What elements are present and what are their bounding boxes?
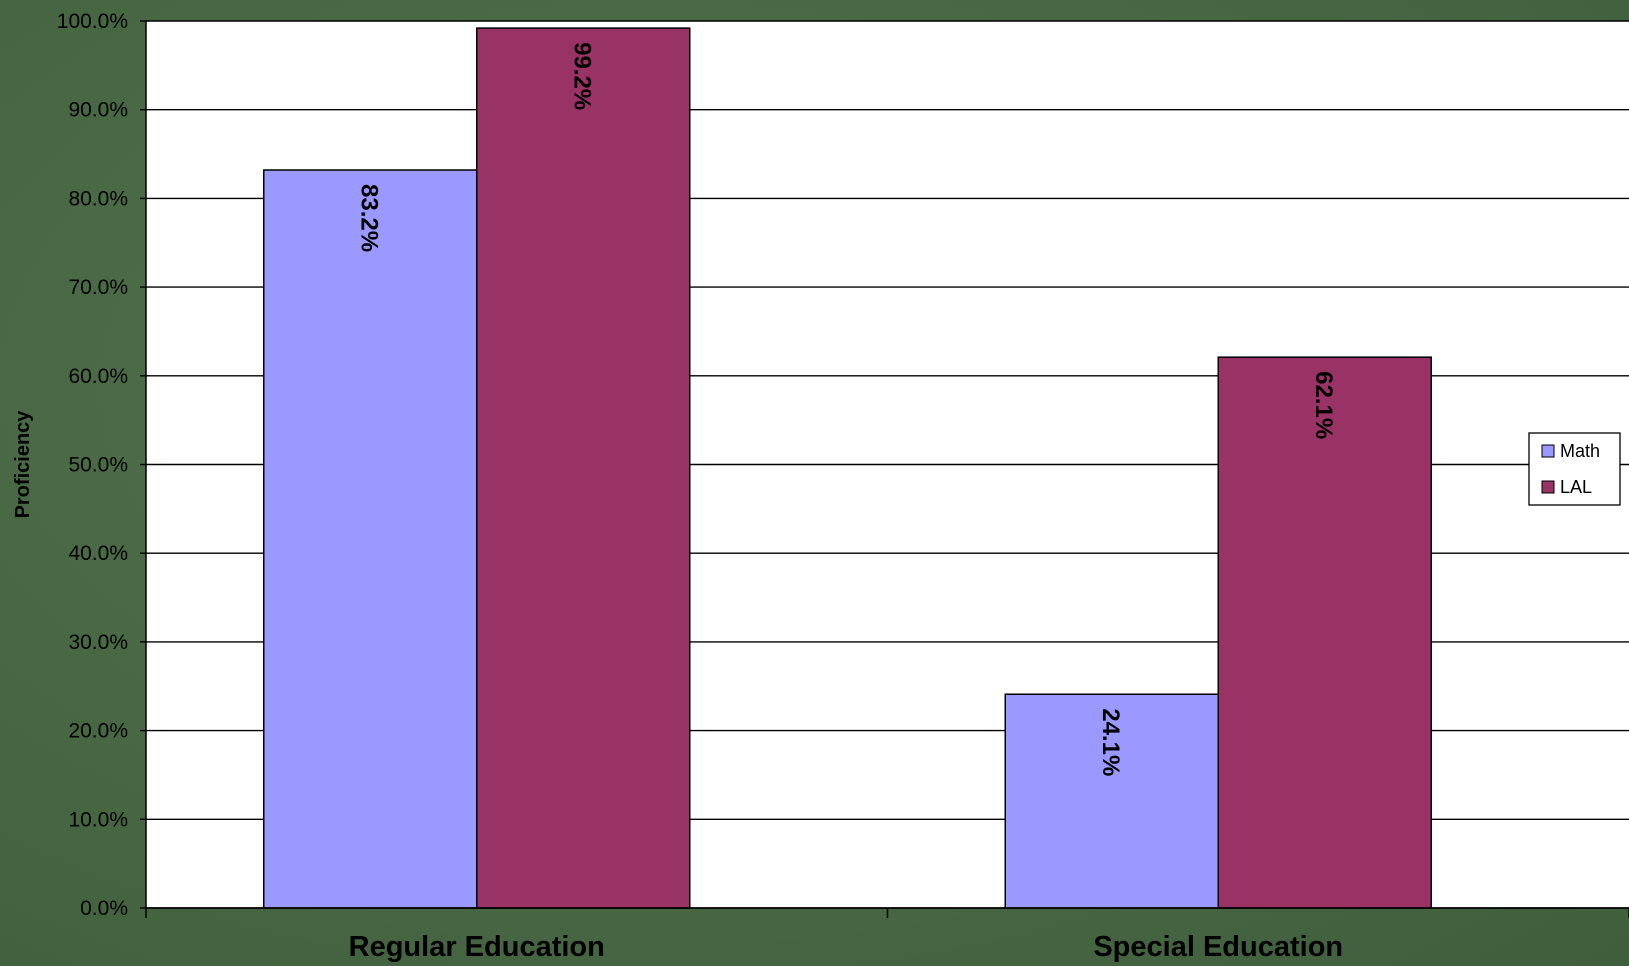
y-tick-label: 50.0% (68, 454, 128, 477)
category-labels: Regular Education Special Education (349, 931, 1344, 963)
y-tick-label: 40.0% (68, 542, 128, 565)
legend-swatch-lal (1541, 480, 1555, 494)
bar-math-2 (1004, 693, 1219, 909)
data-labels: 83.2% 99.2% 24.1% 62.1% (355, 42, 1337, 776)
y-tick-label: 0.0% (80, 897, 128, 920)
data-label: 99.2% (568, 42, 595, 110)
y-tick-label: 30.0% (68, 631, 128, 654)
y-tick-label: 20.0% (68, 720, 128, 743)
data-label: 83.2% (355, 184, 382, 252)
category-label: Special Education (1093, 931, 1343, 963)
y-tick-labels: 0.0% 10.0% 20.0% 30.0% 40.0% 50.0% 60.0% 70.0% 8… (57, 10, 146, 920)
y-tick-label: 100.0% (57, 10, 128, 33)
legend: Math LAL (1528, 432, 1621, 506)
y-tick-label: 90.0% (68, 99, 128, 122)
category-label: Regular Education (349, 931, 605, 963)
y-tick-label: 60.0% (68, 365, 128, 388)
y-tick-label: 10.0% (68, 808, 128, 831)
data-label: 62.1% (1310, 371, 1337, 439)
y-tick-label: 70.0% (68, 276, 128, 299)
bar-lal-1 (476, 27, 691, 909)
legend-label-math: Math (1560, 441, 1600, 461)
bars (263, 27, 1432, 909)
y-tick-label: 80.0% (68, 187, 128, 210)
legend-label-lal: LAL (1560, 477, 1592, 497)
y-axis-title: Proficiency (12, 410, 34, 519)
bar-math-1 (263, 169, 478, 909)
bar-lal-2 (1217, 356, 1432, 909)
legend-swatch-math (1541, 444, 1555, 458)
data-label: 24.1% (1097, 708, 1124, 776)
